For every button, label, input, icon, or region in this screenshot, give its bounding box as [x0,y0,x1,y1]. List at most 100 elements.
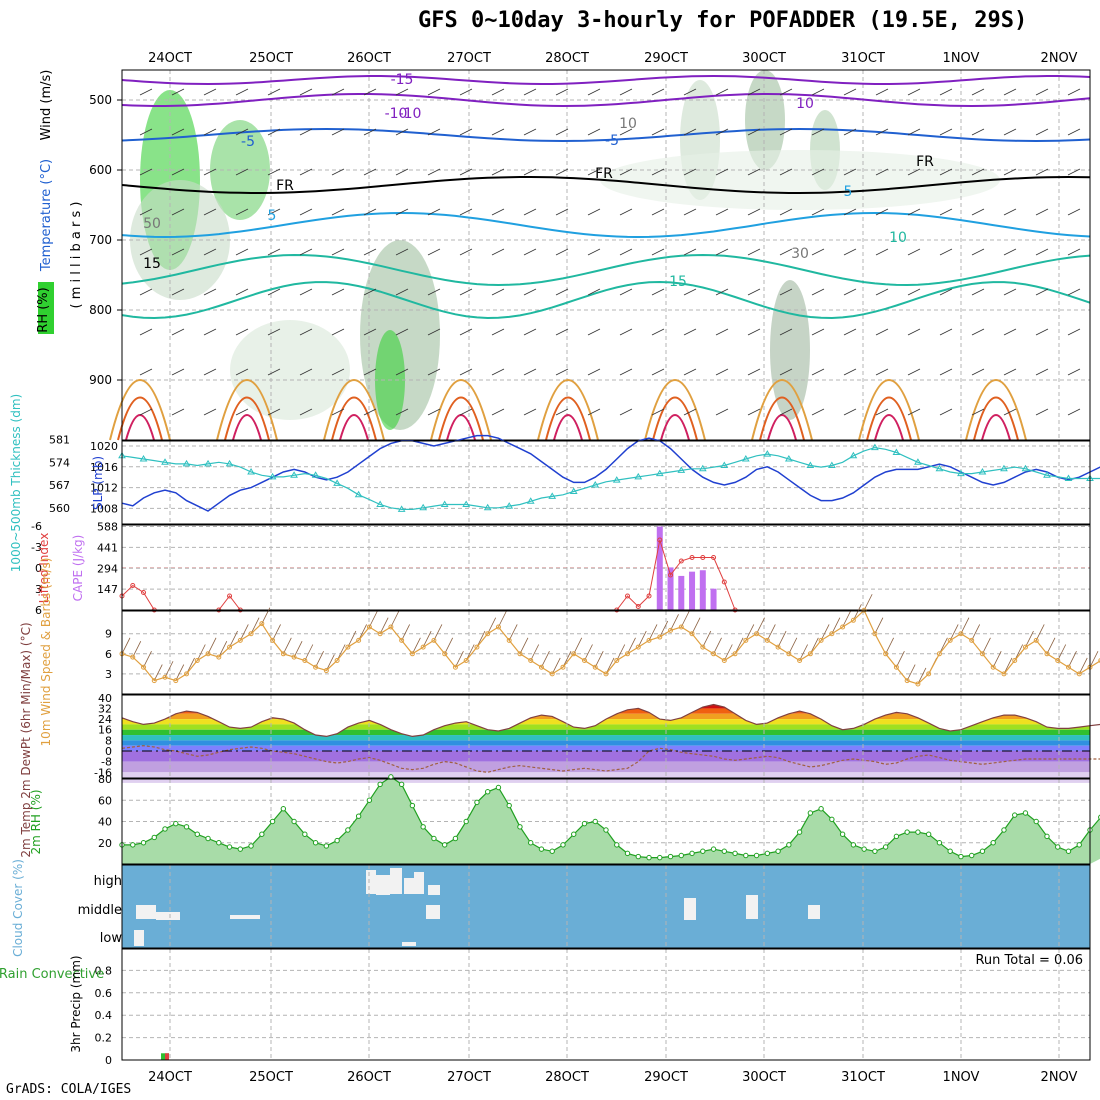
upper-barb [779,328,793,336]
wind-point-41 [560,664,566,670]
upper-barb [907,248,921,256]
wind-point-85 [1033,637,1039,643]
warm-arc-1-0 [216,379,278,441]
upper-barb [459,368,473,376]
wind-point-64 [807,651,813,657]
rh-point-68 [850,842,857,848]
rh-point-36 [506,802,512,809]
wind-barb-5 [175,664,185,681]
thickness-marker-84 [1021,464,1030,472]
rh-point-10 [226,844,233,850]
wind-tick-2: 3 [105,668,112,681]
upper-barb [747,408,761,416]
time-label-bottom-1: 25OCT [249,1070,293,1085]
wind-point-80 [979,651,985,657]
warm-arc-6-0 [751,379,813,441]
wind-point-20 [334,658,340,663]
upper-barb [235,88,249,96]
contour-label-9: 10 [619,116,637,132]
precip-ylabel: 3hr Precip (mm) [69,955,83,1052]
rh-point-75 [925,831,932,837]
wind-point-29 [431,637,437,643]
rh-point-85 [1033,818,1039,825]
wind-barb-64 [809,637,819,654]
upper-barb [907,408,921,416]
rh-point-51 [667,853,674,860]
wind-barb-25 [390,610,400,628]
upper-barb [555,248,569,256]
rh-point-18 [312,840,319,846]
wind-point-73 [904,678,910,684]
wind-barb-49 [648,624,658,641]
rh-tick-2: 40 [98,816,112,829]
upper-barb [395,208,409,216]
upper-barb [1067,128,1081,136]
rh-point-34 [484,789,491,795]
rh-point-16 [291,818,297,825]
upper-barb [939,128,953,136]
cape-tick-1: 441 [97,541,118,554]
time-label-top-3: 27OCT [447,51,491,66]
cape-tick-0: 588 [97,521,118,534]
thickness-marker-72 [892,448,901,455]
wind-point-72 [893,664,899,670]
rh-point-37 [517,824,523,830]
cape-tick-2: 294 [97,562,118,575]
wind-point-70 [872,631,878,637]
warm-arc-1-1 [224,396,270,441]
time-label-bottom-4: 28OCT [545,1070,589,1085]
lifted-index-point-14 [689,555,695,560]
cloud-bg [122,865,1090,948]
upper-barb [235,128,249,136]
wind-point-21 [345,644,351,650]
wind-point-24 [377,631,383,637]
thickness-marker-44 [591,481,600,488]
thickness-marker-52 [677,466,686,473]
wind-barb-2 [143,651,152,668]
temp-tick-5: 0 [105,745,112,758]
rh-point-15 [280,806,287,812]
rh-point-24 [377,781,383,788]
upper-barb [1035,208,1049,216]
upper-barb [491,368,505,376]
cape-bar-5 [710,588,717,610]
upper-barb [619,368,633,376]
rh-point-32 [463,818,469,825]
rh-point-49 [646,854,652,861]
wind-barb-65 [820,624,830,641]
lifted-index-point-8 [625,593,631,599]
time-label-bottom-3: 27OCT [447,1070,491,1085]
time-label-top-5: 29OCT [644,51,688,66]
upper-barb [363,168,377,176]
lifted-index-point-17 [721,579,727,585]
upper-barb [875,128,889,136]
wind-point-51 [668,627,674,633]
contour-label-14: 10 [889,230,907,246]
rh-point-63 [796,829,803,835]
wind-ylabel: 10m Wind Speed & Barbs (m/s) [39,558,53,747]
wind-barb-39 [541,651,550,668]
contour-label-3: FR [276,178,294,194]
wind-barb-77 [949,624,959,641]
upper-barb [235,248,249,256]
wind-point-15 [280,651,286,657]
wind-barb-15 [282,637,292,654]
temp-tick-7: -16 [94,766,112,779]
time-label-top-8: 1NOV [943,51,980,66]
wind-point-59 [754,631,760,637]
wind-barb-42 [573,637,583,654]
temp-band-9 [122,751,1090,762]
thickness-marker-50 [655,469,664,477]
wind-barb-85 [1035,624,1045,641]
upper-barb [203,408,217,416]
upper-barb [619,288,633,296]
wind-point-32 [463,658,469,663]
upper-barb [203,88,217,96]
warm-arc-4-0 [537,379,599,441]
upper-ylabel-rh: RH (%) [36,287,51,332]
rh-point-11 [237,846,244,852]
upper-barb [843,88,857,96]
temp-contour-4 [121,211,1091,239]
upper-barb [1003,248,1017,256]
rh-area [122,776,1100,864]
